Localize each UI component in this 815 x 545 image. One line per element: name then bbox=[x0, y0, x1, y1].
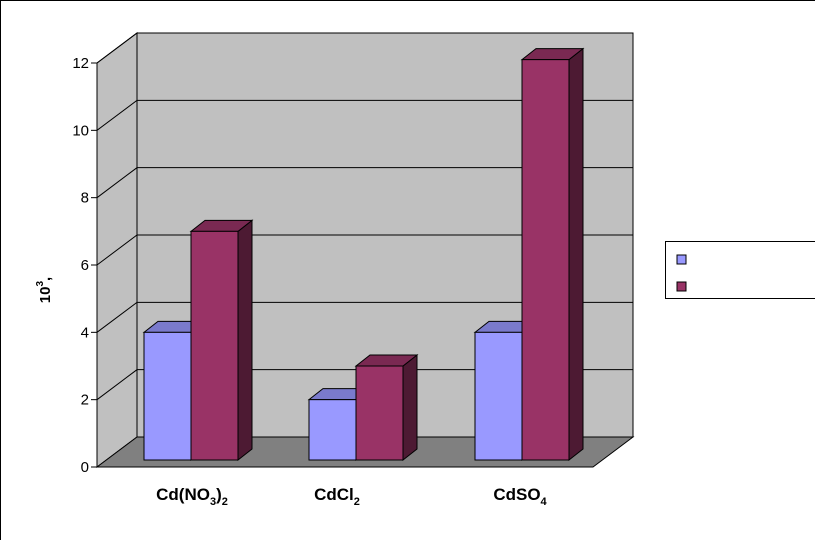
bar-front bbox=[144, 332, 191, 460]
category-subscript: 2 bbox=[354, 496, 360, 508]
y-tick-label: 2 bbox=[81, 392, 89, 409]
y-tick-label: 0 bbox=[81, 459, 89, 476]
y-axis-title: 103, bbox=[35, 277, 54, 303]
y-tick-label: 10 bbox=[72, 122, 89, 139]
y-tick-label: 4 bbox=[81, 324, 89, 341]
y-tick-label: 6 bbox=[81, 257, 89, 274]
bar-front bbox=[356, 366, 403, 460]
category-name: CdSO bbox=[493, 485, 540, 504]
x-category-label: Cd(NO3)2 bbox=[156, 485, 228, 508]
legend-swatch-series-2 bbox=[677, 282, 686, 291]
bar-front bbox=[191, 231, 238, 460]
x-category-label: CdSO4 bbox=[493, 485, 547, 508]
bar-series-2-3 bbox=[522, 49, 583, 460]
category-name: Cd(NO bbox=[156, 485, 210, 504]
x-category-label: CdCl2 bbox=[314, 485, 360, 508]
y-tick-label: 8 bbox=[81, 190, 89, 207]
bar-side bbox=[403, 355, 417, 460]
bar-side bbox=[569, 49, 583, 460]
y-axis: 0 2 4 6 8 10 12 bbox=[72, 55, 97, 476]
bar-front bbox=[475, 332, 522, 460]
bar-front bbox=[522, 60, 569, 460]
y-axis-title-suffix: , bbox=[37, 277, 54, 281]
bar-series-2-2 bbox=[356, 355, 417, 460]
bar-side bbox=[238, 220, 252, 460]
legend-box bbox=[666, 242, 815, 299]
category-subscript: 4 bbox=[541, 496, 548, 508]
legend-swatch-series-1 bbox=[677, 255, 686, 264]
bar-series-2-1 bbox=[191, 220, 252, 460]
y-axis-title-base: 10 bbox=[37, 287, 54, 304]
legend bbox=[666, 242, 815, 299]
category-subscript-2: 2 bbox=[222, 496, 228, 508]
y-tick-label: 12 bbox=[72, 55, 89, 72]
bar-front bbox=[309, 400, 356, 460]
category-name: CdCl bbox=[314, 485, 354, 504]
